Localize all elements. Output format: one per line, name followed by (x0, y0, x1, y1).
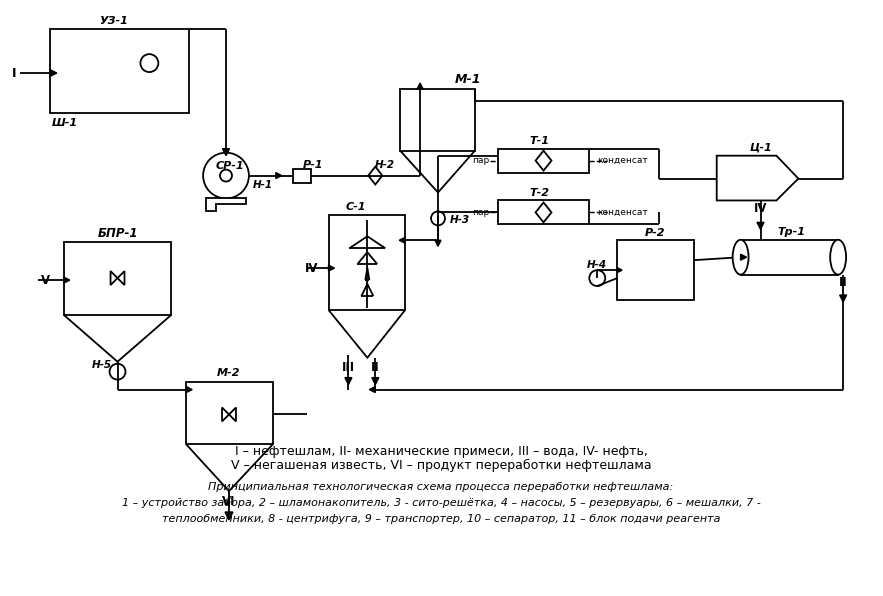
Text: пар: пар (472, 208, 490, 217)
Text: СР-1: СР-1 (216, 160, 245, 170)
Text: Р-1: Р-1 (302, 160, 323, 170)
Polygon shape (840, 295, 847, 302)
Bar (498, 148, 589, 173)
Text: М-2: М-2 (217, 368, 241, 378)
Text: II: II (371, 361, 380, 374)
Ellipse shape (830, 240, 846, 275)
Text: конденсат: конденсат (597, 208, 648, 217)
Bar (328, 215, 405, 310)
Ellipse shape (733, 240, 749, 275)
Polygon shape (741, 254, 746, 260)
Polygon shape (49, 70, 57, 76)
Circle shape (431, 212, 445, 225)
Text: УЗ-1: УЗ-1 (99, 16, 128, 26)
Text: II: II (839, 275, 848, 288)
Polygon shape (110, 271, 117, 285)
Polygon shape (617, 268, 623, 272)
Polygon shape (117, 271, 125, 285)
Polygon shape (369, 387, 375, 393)
Polygon shape (186, 387, 192, 393)
Text: Принципиальная технологическая схема процесса переработки нефтешлама:: Принципиальная технологическая схема про… (208, 482, 674, 492)
Text: I: I (11, 67, 16, 79)
Text: III: III (342, 361, 355, 374)
Text: Т-2: Т-2 (530, 188, 549, 198)
Polygon shape (222, 408, 229, 421)
Text: Н-5: Н-5 (92, 360, 111, 370)
Bar (400, 89, 475, 151)
Polygon shape (757, 222, 764, 229)
Text: VI: VI (223, 495, 236, 508)
Text: V – негашеная известь, VI – продукт переработки нефтешлама: V – негашеная известь, VI – продукт пере… (230, 459, 652, 472)
Text: пар: пар (472, 156, 490, 165)
Polygon shape (275, 173, 282, 179)
Polygon shape (229, 408, 236, 421)
Text: Т-1: Т-1 (530, 136, 549, 146)
Polygon shape (417, 83, 423, 89)
Polygon shape (372, 378, 379, 384)
Polygon shape (345, 378, 352, 384)
Text: IV: IV (754, 202, 767, 215)
Bar (617, 240, 694, 300)
Polygon shape (399, 237, 405, 243)
Polygon shape (64, 277, 70, 283)
Text: Тр-1: Тр-1 (777, 227, 805, 237)
Text: Н-1: Н-1 (253, 179, 273, 190)
Text: Ц-1: Ц-1 (749, 142, 772, 153)
Bar (64, 242, 171, 315)
Bar (49, 29, 189, 113)
Text: Н-2: Н-2 (375, 160, 396, 170)
Text: 1 – устройство забора, 2 – шламонакопитель, 3 - сито-решётка, 4 – насосы, 5 – ре: 1 – устройство забора, 2 – шламонакопите… (122, 498, 760, 508)
Text: Н-3: Н-3 (450, 215, 470, 225)
Text: теплообменники, 8 - центрифуга, 9 – транспортер, 10 – сепаратор, 11 – блок подач: теплообменники, 8 - центрифуга, 9 – тран… (162, 514, 721, 524)
Bar (498, 200, 589, 224)
Polygon shape (223, 148, 230, 156)
Text: С-1: С-1 (345, 203, 366, 212)
Bar (292, 169, 311, 182)
Text: I – нефтешлам, II- механические примеси, III – вода, IV- нефть,: I – нефтешлам, II- механические примеси,… (235, 445, 647, 458)
Text: V: V (41, 274, 49, 287)
Text: Р-2: Р-2 (645, 228, 665, 238)
Polygon shape (225, 512, 233, 520)
Polygon shape (435, 240, 441, 246)
Polygon shape (206, 198, 246, 212)
Circle shape (589, 270, 605, 286)
Circle shape (109, 364, 125, 380)
Bar (186, 381, 273, 444)
Polygon shape (328, 265, 335, 271)
Text: БПР-1: БПР-1 (97, 227, 138, 240)
Bar (741, 240, 838, 275)
Text: М-1: М-1 (455, 73, 481, 85)
Text: IV: IV (305, 262, 319, 275)
Text: конденсат: конденсат (597, 156, 648, 165)
Text: Ш-1: Ш-1 (52, 118, 78, 128)
Text: Н-4: Н-4 (587, 260, 608, 270)
